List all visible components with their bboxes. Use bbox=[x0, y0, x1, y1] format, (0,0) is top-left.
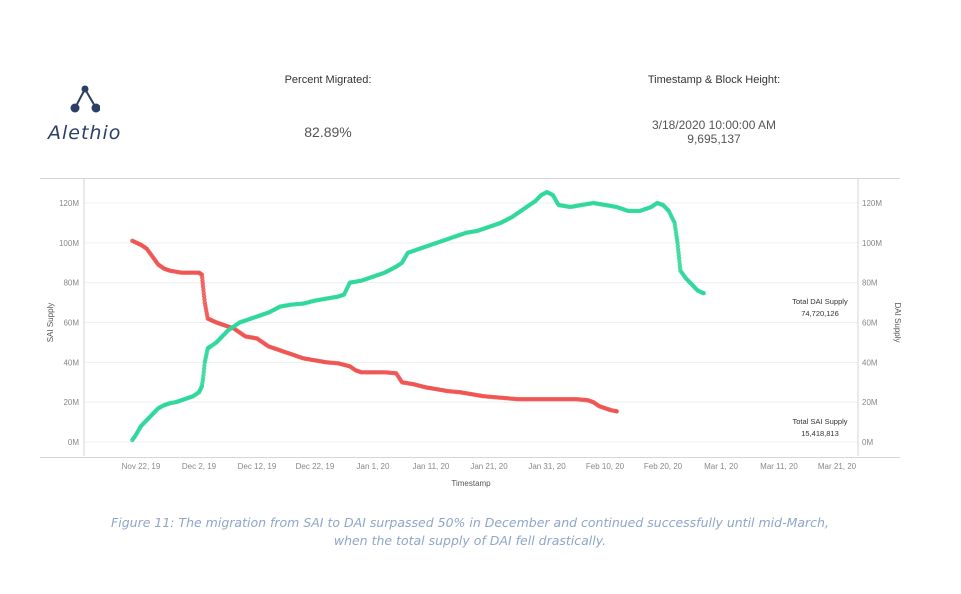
percent-migrated-label: Percent Migrated: bbox=[284, 74, 372, 86]
y-tick-label-left: 100M bbox=[59, 239, 79, 248]
x-axis-title: Timestamp bbox=[451, 479, 491, 488]
logo-wordmark: Alethio bbox=[48, 122, 122, 144]
x-tick-label: Dec 12, 19 bbox=[238, 462, 277, 471]
sai-end-value: 15,418,813 bbox=[801, 429, 839, 438]
alethio-logo-icon bbox=[70, 85, 100, 113]
chart-axes: 0M 0M 20M 20M 40M 40M 60M 60M 80M 80M 100M 100M 120M… bbox=[46, 178, 902, 488]
sai-point bbox=[201, 290, 206, 296]
figure-caption-line2: when the total supply of DAI fell drasti… bbox=[333, 533, 607, 548]
dai-point bbox=[201, 369, 206, 375]
y-tick-label-left: 40M bbox=[63, 358, 79, 367]
x-tick-label: Jan 21, 20 bbox=[470, 462, 508, 471]
y-axis-title-right: DAI Supply bbox=[893, 302, 902, 342]
chart-labels: Total SAI Supply 15,418,813 Total DAI Supp… bbox=[792, 297, 848, 438]
dai-end-value: 74,720,126 bbox=[801, 309, 839, 318]
y-tick-label-right: 80M bbox=[862, 279, 878, 288]
x-tick-label: Jan 31, 20 bbox=[528, 462, 566, 471]
chart-grid bbox=[84, 202, 858, 443]
timestamp-label: Timestamp & Block Height: bbox=[647, 74, 781, 86]
sai-point bbox=[614, 409, 619, 414]
dai-point bbox=[701, 291, 706, 296]
percent-migrated-value: 82.89% bbox=[304, 124, 352, 140]
dai-point bbox=[201, 366, 207, 371]
sai-point bbox=[202, 297, 207, 302]
y-tick-label-right: 0M bbox=[862, 438, 873, 447]
chart-marks bbox=[130, 189, 706, 443]
y-tick-label-right: 20M bbox=[862, 398, 878, 407]
y-tick-label-left: 80M bbox=[63, 279, 79, 288]
x-tick-label: Mar 21, 20 bbox=[818, 462, 857, 471]
x-tick-label: Jan 1, 20 bbox=[357, 462, 390, 471]
x-tick-label: Feb 20, 20 bbox=[644, 462, 683, 471]
y-tick-label-right: 100M bbox=[862, 239, 882, 248]
x-tick-label: Mar 11, 20 bbox=[760, 462, 798, 471]
dai-point bbox=[200, 376, 206, 381]
sai-point bbox=[201, 294, 207, 299]
x-tick-label: Nov 22, 19 bbox=[122, 462, 161, 471]
sai-end-label: Total SAI Supply bbox=[792, 417, 847, 426]
chart-frame bbox=[40, 178, 900, 458]
y-tick-label-left: 120M bbox=[59, 199, 79, 208]
dai-end-label: Total DAI Supply bbox=[792, 297, 848, 306]
dai-point bbox=[201, 372, 206, 378]
dai-series bbox=[130, 189, 706, 443]
y-tick-label-left: 20M bbox=[63, 398, 79, 407]
x-tick-label: Dec 2, 19 bbox=[182, 462, 217, 471]
x-tick-label: Feb 10, 20 bbox=[586, 462, 625, 471]
timestamp-value: 3/18/2020 10:00:00 AM bbox=[651, 118, 777, 132]
sai-point bbox=[201, 287, 206, 293]
sai-point bbox=[200, 284, 206, 289]
y-tick-label-right: 40M bbox=[862, 358, 878, 367]
sai-series bbox=[130, 238, 619, 414]
dai-point bbox=[202, 363, 207, 368]
alethio-logo: Alethio bbox=[48, 84, 138, 148]
block-height-value: 9,695,137 bbox=[687, 132, 741, 146]
x-tick-label: Jan 11, 20 bbox=[413, 462, 450, 471]
y-axis-title-left: SAI Supply bbox=[46, 303, 55, 343]
y-tick-label-left: 60M bbox=[63, 319, 79, 328]
x-tick-label: Mar 1, 20 bbox=[704, 462, 738, 471]
y-tick-label-right: 120M bbox=[862, 199, 882, 208]
y-tick-label-left: 0M bbox=[68, 438, 79, 447]
figure-caption-line1: Figure 11: The migration from SAI to DAI… bbox=[111, 515, 829, 530]
x-tick-label: Dec 22, 19 bbox=[296, 462, 335, 471]
y-tick-label-right: 60M bbox=[862, 319, 878, 328]
